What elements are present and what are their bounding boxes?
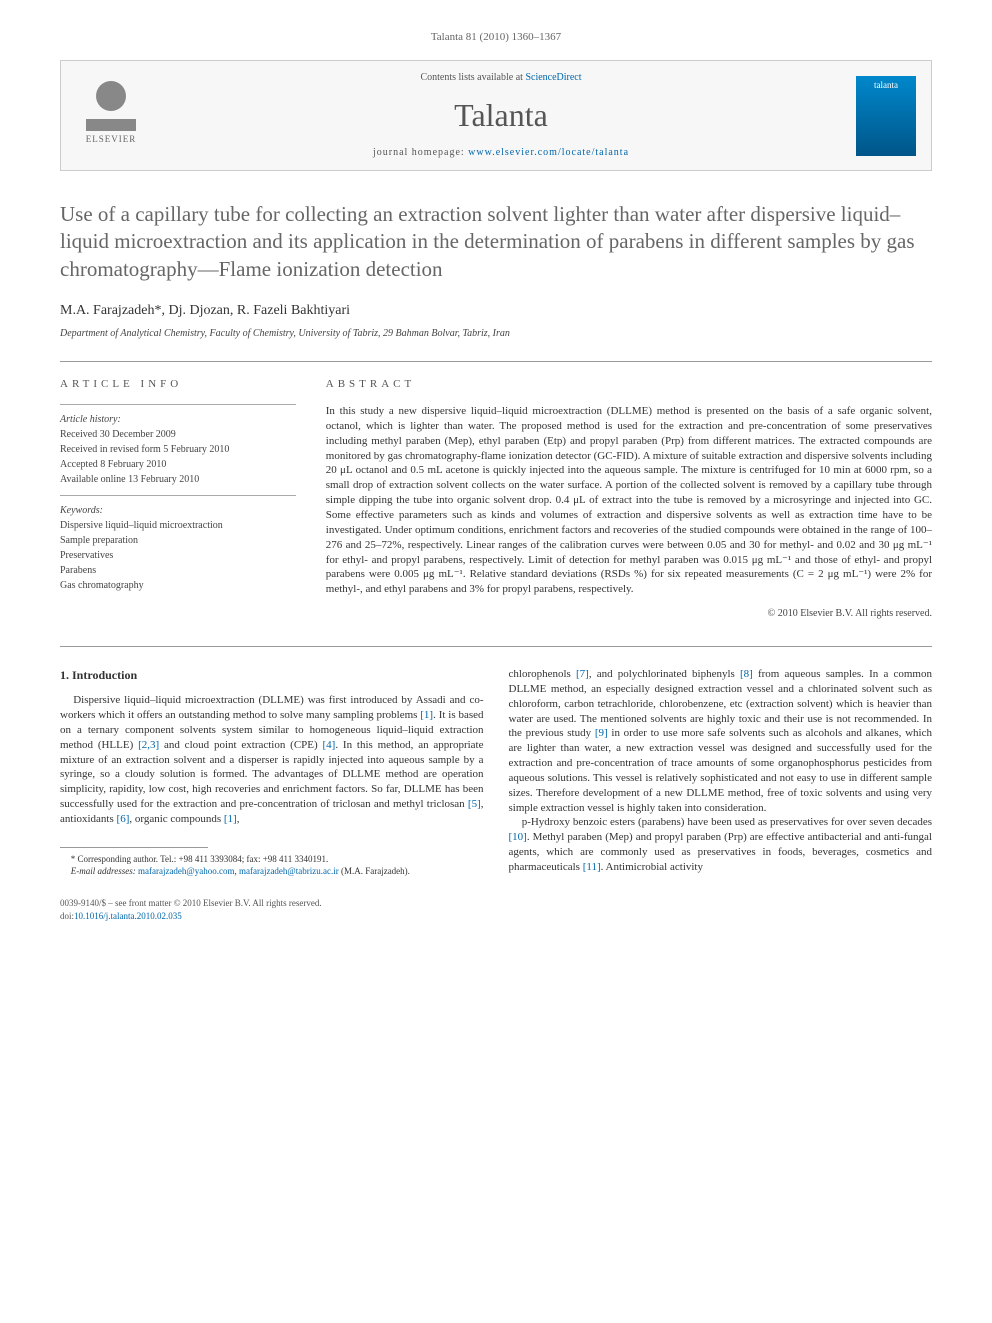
email-addresses: E-mail addresses: mafarajzadeh@yahoo.com… xyxy=(60,866,484,878)
text: . Methyl paraben (Mep) and propyl parabe… xyxy=(509,831,933,873)
body-left-column: 1. Introduction Dispersive liquid–liquid… xyxy=(60,667,484,877)
ref-link[interactable]: [6] xyxy=(117,813,130,825)
text: , and polychlorinated biphenyls xyxy=(589,668,740,680)
divider xyxy=(60,495,296,496)
corresponding-author: * Corresponding author. Tel.: +98 411 33… xyxy=(60,854,484,866)
ref-link[interactable]: [2,3] xyxy=(138,739,159,751)
doi-line: doi:10.1016/j.talanta.2010.02.035 xyxy=(60,910,932,923)
body-right-column: chlorophenols [7], and polychlorinated b… xyxy=(509,667,933,877)
intro-paragraph: Dispersive liquid–liquid microextraction… xyxy=(60,693,484,827)
elsevier-logo: ELSEVIER xyxy=(76,76,146,156)
keywords-label: Keywords: xyxy=(60,504,296,518)
contents-available: Contents lists available at ScienceDirec… xyxy=(146,71,856,85)
ref-link[interactable]: [8] xyxy=(740,668,753,680)
footnote-separator xyxy=(60,847,208,848)
email-link[interactable]: mafarajzadeh@tabrizu.ac.ir xyxy=(239,866,339,876)
issn-line: 0039-9140/$ – see front matter © 2010 El… xyxy=(60,897,932,910)
contents-prefix: Contents lists available at xyxy=(420,72,525,83)
elsevier-tree-icon xyxy=(86,76,136,131)
author-list: M.A. Farajzadeh*, Dj. Djozan, R. Fazeli … xyxy=(60,301,932,321)
journal-citation: Talanta 81 (2010) 1360–1367 xyxy=(60,30,932,45)
keyword: Preservatives xyxy=(60,549,296,563)
ref-link[interactable]: [10] xyxy=(509,831,527,843)
text: . Antimicrobial activity xyxy=(601,861,703,873)
online-date: Available online 13 February 2010 xyxy=(60,473,296,487)
received-date: Received 30 December 2009 xyxy=(60,428,296,442)
text: in order to use more safe solvents such … xyxy=(509,727,933,813)
accepted-date: Accepted 8 February 2010 xyxy=(60,458,296,472)
history-label: Article history: xyxy=(60,413,296,427)
intro-paragraph-continued: chlorophenols [7], and polychlorinated b… xyxy=(509,667,933,815)
ref-link[interactable]: [11] xyxy=(583,861,601,873)
article-info-column: ARTICLE INFO Article history: Received 3… xyxy=(60,377,296,621)
ref-link[interactable]: [7] xyxy=(576,668,589,680)
body-columns: 1. Introduction Dispersive liquid–liquid… xyxy=(60,646,932,877)
text: and cloud point extraction (CPE) xyxy=(159,739,322,751)
ref-link[interactable]: [1] xyxy=(420,709,433,721)
article-title: Use of a capillary tube for collecting a… xyxy=(60,201,932,283)
sciencedirect-link[interactable]: ScienceDirect xyxy=(525,72,581,83)
abstract-copyright: © 2010 Elsevier B.V. All rights reserved… xyxy=(326,607,932,621)
keyword: Parabens xyxy=(60,564,296,578)
journal-homepage: journal homepage: www.elsevier.com/locat… xyxy=(146,146,856,160)
text: chlorophenols xyxy=(509,668,577,680)
keyword: Sample preparation xyxy=(60,534,296,548)
journal-cover-thumbnail: talanta xyxy=(856,76,916,156)
abstract-column: ABSTRACT In this study a new dispersive … xyxy=(326,377,932,621)
affiliation: Department of Analytical Chemistry, Facu… xyxy=(60,327,932,341)
introduction-head: 1. Introduction xyxy=(60,667,484,683)
cover-label: talanta xyxy=(856,79,916,92)
keyword: Dispersive liquid–liquid microextraction xyxy=(60,519,296,533)
divider xyxy=(60,404,296,405)
journal-name: Talanta xyxy=(146,93,856,138)
article-info-head: ARTICLE INFO xyxy=(60,377,296,392)
abstract-head: ABSTRACT xyxy=(326,377,932,392)
ref-link[interactable]: [4] xyxy=(323,739,336,751)
text: , xyxy=(237,813,240,825)
elsevier-label: ELSEVIER xyxy=(86,133,137,146)
email-label: E-mail addresses: xyxy=(71,866,138,876)
email-link[interactable]: mafarajzadeh@yahoo.com xyxy=(138,866,235,876)
doi-link[interactable]: 10.1016/j.talanta.2010.02.035 xyxy=(74,911,182,921)
text: , organic compounds xyxy=(129,813,224,825)
revised-date: Received in revised form 5 February 2010 xyxy=(60,443,296,457)
doi-label: doi: xyxy=(60,911,74,921)
ref-link[interactable]: [9] xyxy=(595,727,608,739)
ref-link[interactable]: [1] xyxy=(224,813,237,825)
intro-paragraph: p-Hydroxy benzoic esters (parabens) have… xyxy=(509,815,933,874)
text: p-Hydroxy benzoic esters (parabens) have… xyxy=(522,816,932,828)
homepage-prefix: journal homepage: xyxy=(373,147,468,158)
journal-header: ELSEVIER Contents lists available at Sci… xyxy=(60,60,932,171)
header-center: Contents lists available at ScienceDirec… xyxy=(146,71,856,160)
info-abstract-row: ARTICLE INFO Article history: Received 3… xyxy=(60,361,932,621)
ref-link[interactable]: [5] xyxy=(468,798,481,810)
text: (M.A. Farajzadeh). xyxy=(339,866,410,876)
keyword: Gas chromatography xyxy=(60,579,296,593)
footer-metadata: 0039-9140/$ – see front matter © 2010 El… xyxy=(60,897,932,922)
homepage-link[interactable]: www.elsevier.com/locate/talanta xyxy=(468,147,629,158)
abstract-text: In this study a new dispersive liquid–li… xyxy=(326,404,932,597)
